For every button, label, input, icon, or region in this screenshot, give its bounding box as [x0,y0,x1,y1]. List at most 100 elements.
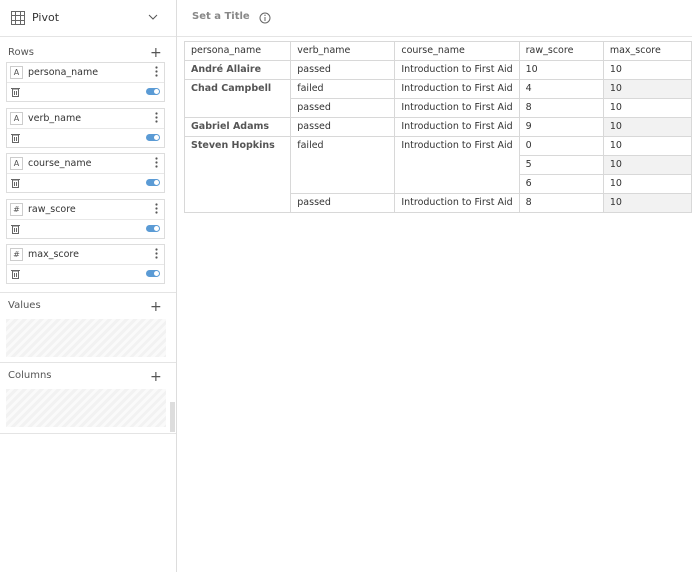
add-button[interactable]: + [150,299,162,315]
table-cell: 8 [518,98,604,118]
column-header: max_score [602,41,692,61]
field-header: # raw_score [7,200,164,220]
table-cell: 10 [602,117,692,137]
column-header: verb_name [290,41,396,61]
field-type-icon: A [10,157,23,170]
toggle[interactable] [146,88,160,95]
chevron[interactable] [148,14,158,21]
drop-zone[interactable] [6,319,166,357]
table-cell: 10 [602,60,692,80]
field-card[interactable]: # raw_score [6,198,165,239]
delete-icon[interactable] [11,87,20,100]
field-type-icon: # [10,248,23,261]
table-cell: Chad Campbell [183,79,292,118]
main-header: Set a Title [177,0,692,37]
field-name: raw_score [28,203,76,215]
toggle[interactable] [146,179,160,186]
columns-section: Columns + [0,362,176,434]
add-button[interactable]: + [150,45,162,61]
field-type-icon: A [10,111,23,125]
table-row: passed Introduction to First Aid 8 10 [185,98,692,118]
table-row: André Allaire passed Introduction to First… [183,60,692,80]
table-cell: 8 [518,193,604,213]
table-row: Chad Campbell failed Introduction to First… [183,79,692,118]
table-cell: Introduction to First Aid [394,79,520,99]
header-row: persona_name verb_name course_name raw_scor… [183,41,692,61]
table-cell: 10 [518,60,604,80]
field-menu[interactable] [155,111,158,126]
column-header: raw_score [518,41,604,61]
table-cell: Introduction to First Aid [394,98,520,118]
table-cell: Introduction to First Aid [394,193,520,213]
field-menu[interactable] [155,202,158,217]
table-cell: 10 [602,155,692,175]
toggle[interactable] [146,224,160,232]
column-header: course_name [394,41,520,61]
add-button[interactable]: + [150,369,162,385]
toggle[interactable] [146,270,160,277]
table-row: passed Introduction to First Aid 8 10 [185,193,692,213]
section-label: Columns [8,370,52,381]
field-type-icon: # [10,202,23,216]
table-cell: 10 [602,79,692,99]
column-header: persona_name [183,41,292,61]
field-header: # max_score [7,245,164,265]
info-icon[interactable] [259,12,271,24]
table-cell: 4 [518,79,604,99]
section-label: Values [8,300,41,311]
section-label: Rows [8,47,35,58]
table-cell: Steven Hopkins [183,136,292,213]
scrollbar[interactable] [170,402,175,432]
table-cell: 6 [518,174,604,194]
pivot-icon [11,11,25,25]
table-cell: passed [290,60,396,80]
table-cell: 0 [518,136,604,156]
table-cell: 10 [602,174,692,194]
field-name: persona_name [28,67,99,78]
table-cell: Gabriel Adams [183,117,292,137]
field-card[interactable]: # max_score [6,244,165,284]
table-cell: 9 [518,117,604,137]
table-cell: André Allaire [183,60,292,80]
field-menu[interactable] [155,157,158,171]
table-cell: Introduction to First Aid [394,117,520,137]
table-cell: passed [290,117,396,137]
table-cell: 10 [602,136,692,156]
delete-icon[interactable] [11,224,20,237]
table-cell: failed [290,79,396,99]
table-cell: passed [290,193,396,213]
field-name: course_name [28,158,92,169]
chart-title[interactable]: Set a Title [192,11,250,22]
table-cell: passed [290,98,396,118]
field-type-icon: A [10,66,23,79]
delete-icon[interactable] [11,269,20,282]
delete-icon[interactable] [11,133,20,146]
table-cell: failed [290,136,396,194]
field-menu[interactable] [155,248,158,262]
table-cell: 10 [602,193,692,213]
table-row: Gabriel Adams passed Introduction to First… [183,117,692,137]
table-cell: 10 [602,98,692,118]
sidebar-header[interactable]: Pivot [0,0,176,37]
pivot-table: persona_name verb_name course_name raw_scor… [183,41,692,213]
table-row: Steven Hopkins failed Introduction to Firs… [183,136,692,213]
drop-zone[interactable] [6,389,166,427]
table-cell: 5 [518,155,604,175]
field-name: max_score [28,249,79,260]
table-cell: Introduction to First Aid [394,60,520,80]
field-name: verb_name [28,112,82,124]
toggle[interactable] [146,133,160,141]
sidebar-title: Pivot [32,11,60,24]
field-menu[interactable] [155,66,158,80]
values-section: Values + [0,292,176,363]
delete-icon[interactable] [11,178,20,191]
table-cell: Introduction to First Aid [394,136,520,194]
